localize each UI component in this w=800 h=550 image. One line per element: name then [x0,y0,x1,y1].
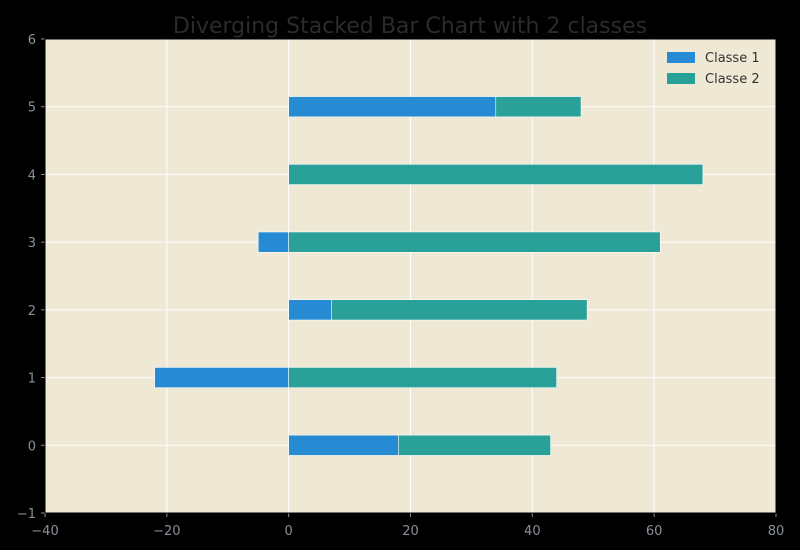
x-axis: −40 −20 0 20 40 60 80 [31,513,784,539]
x-tick-label: −20 [153,524,180,539]
bar-classe-1-5 [288,96,497,118]
x-tick-label: 40 [524,524,541,539]
x-tick-label: 0 [285,524,293,539]
bars [154,96,704,456]
legend-swatch [667,73,695,84]
y-tick-label: 4 [28,168,36,183]
bar-classe-1-3 [257,231,289,253]
legend-label: Classe 2 [705,72,760,87]
x-tick-label: −40 [31,524,58,539]
y-tick-label: 6 [28,33,36,48]
bar-classe-2-1 [288,367,557,389]
y-tick-label: −1 [17,507,36,522]
y-tick-label: 1 [28,372,36,387]
y-tick-label: 3 [28,236,36,251]
y-tick-label: 2 [28,304,36,319]
legend-swatch [667,52,695,63]
legend-label: Classe 1 [705,51,760,66]
legend: Classe 1 Classe 2 [667,51,760,87]
plot-frame [44,38,777,514]
bar-classe-1-1 [154,367,289,389]
bar-classe-2-0 [398,434,551,456]
bar-classe-1-2 [288,299,332,321]
y-tick-label: 5 [28,101,36,116]
bar-classe-1-0 [288,434,399,456]
bar-classe-2-5 [495,96,582,118]
bar-classe-2-4 [288,163,704,185]
chart-title: Diverging Stacked Bar Chart with 2 class… [173,14,647,39]
x-tick-label: 20 [402,524,419,539]
bar-classe-2-2 [331,299,588,321]
y-tick-label: 0 [28,439,36,454]
y-axis: −1 0 1 2 3 4 5 6 [17,33,45,522]
x-tick-label: 60 [646,524,663,539]
bar-classe-2-3 [288,231,661,253]
x-tick-label: 80 [768,524,785,539]
